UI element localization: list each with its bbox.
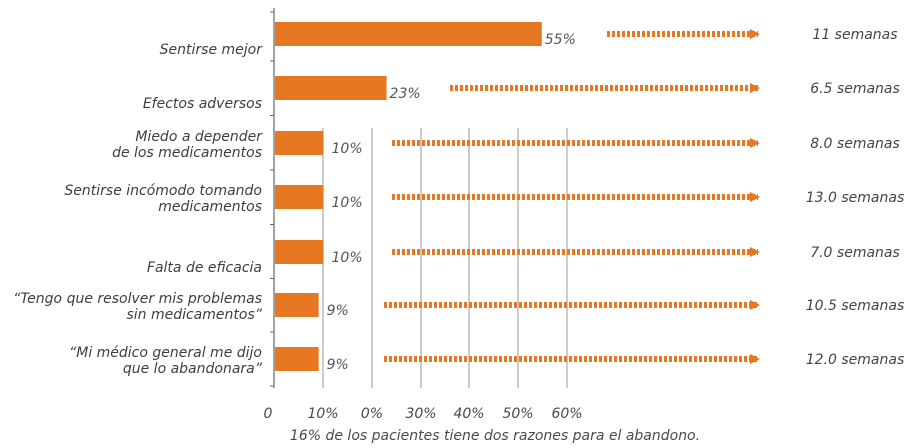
bar — [275, 347, 319, 371]
weeks-label: 11 semanas — [812, 27, 897, 43]
weeks-label: 6.5 semanas — [810, 81, 900, 97]
value-label: 55% — [545, 32, 576, 48]
arrows — [384, 29, 760, 364]
value-label: 23% — [390, 86, 421, 102]
bar — [275, 22, 542, 46]
category-labels: Sentirse mejor Efectos adversos Miedo a de… — [13, 42, 263, 377]
value-label: 10% — [332, 195, 363, 211]
bar — [275, 76, 387, 100]
footnote: 16% de los pacientes tiene dos razones p… — [290, 428, 700, 444]
bar — [275, 185, 324, 209]
category-label: medicamentos — [158, 199, 262, 215]
weeks-label: 8.0 semanas — [810, 136, 900, 152]
bar — [275, 293, 319, 317]
bar — [275, 131, 324, 155]
category-label: “Tengo que resolver mis problemas — [13, 291, 262, 307]
x-tick-label: 60% — [551, 406, 582, 422]
weeks-label: 10.5 semanas — [806, 298, 905, 314]
bars — [275, 22, 542, 371]
value-label: 10% — [332, 141, 363, 157]
category-label: Efectos adversos — [143, 96, 262, 112]
category-label: que lo abandonara” — [123, 361, 263, 377]
axes — [270, 8, 275, 388]
category-label: de los medicamentos — [112, 145, 262, 161]
weeks-label: 7.0 semanas — [810, 245, 900, 261]
value-label: 10% — [332, 250, 363, 266]
week-labels: 11 semanas 6.5 semanas 8.0 semanas 13.0 sem… — [806, 27, 905, 368]
value-labels: 55% 23% 10% 10% 10% 9% 9% — [327, 32, 576, 373]
value-label: 9% — [327, 303, 349, 319]
x-tick-labels: 0 10% 0% 30% 40% 50% 60% — [264, 406, 583, 422]
weeks-label: 13.0 semanas — [806, 190, 905, 206]
x-tick-label: 40% — [453, 406, 484, 422]
x-tick-label: 30% — [405, 406, 436, 422]
bar — [275, 240, 324, 264]
category-label: Sentirse incómodo tomando — [64, 183, 262, 199]
category-label: Falta de eficacia — [147, 260, 262, 276]
weeks-label: 12.0 semanas — [806, 352, 905, 368]
x-tick-label: 0 — [264, 406, 273, 422]
x-tick-label: 10% — [307, 406, 338, 422]
category-label: sin medicamentos” — [126, 307, 262, 323]
category-label: Sentirse mejor — [160, 42, 264, 58]
category-label: Miedo a depender — [135, 129, 263, 145]
value-label: 9% — [327, 357, 349, 373]
category-label: “Mi médico general me dijo — [69, 345, 262, 361]
x-tick-label: 0% — [361, 406, 383, 422]
x-tick-label: 50% — [502, 406, 533, 422]
gridlines — [322, 128, 568, 388]
